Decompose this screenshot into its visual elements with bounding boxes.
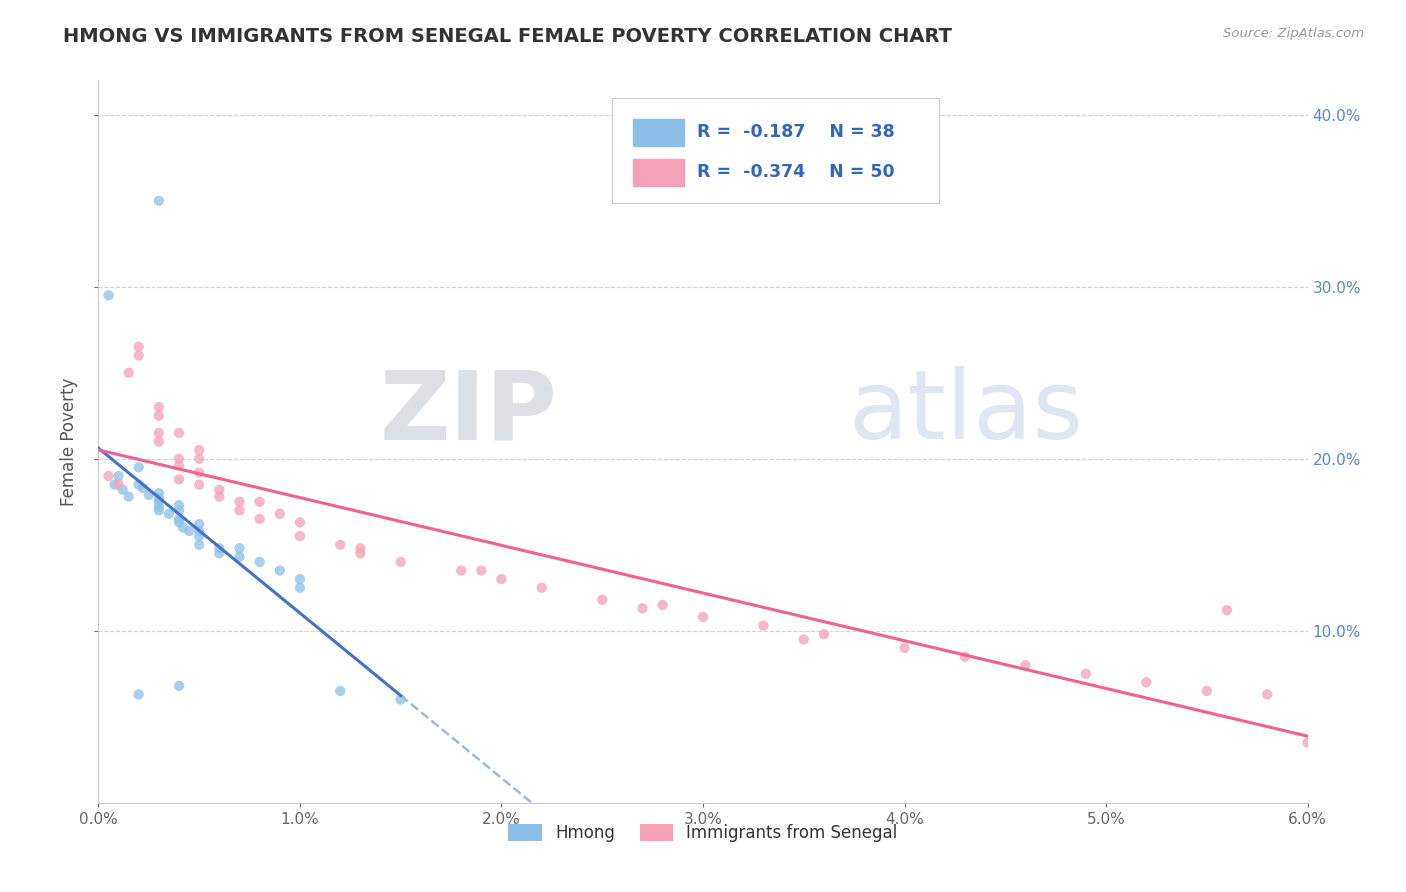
- Point: [128, 340, 150, 354]
- Point: [228, 541, 250, 556]
- Point: [148, 434, 170, 449]
- Point: [97, 469, 120, 483]
- Text: atlas: atlas: [848, 366, 1083, 459]
- Point: [228, 503, 250, 517]
- Point: [148, 400, 170, 414]
- Point: [128, 460, 150, 475]
- Point: [329, 538, 352, 552]
- Point: [389, 555, 412, 569]
- Legend: Hmong, Immigrants from Senegal: Hmong, Immigrants from Senegal: [502, 817, 904, 848]
- Point: [228, 549, 250, 564]
- Point: [128, 477, 150, 491]
- Point: [167, 516, 190, 530]
- Point: [107, 469, 129, 483]
- Point: [491, 572, 513, 586]
- Point: [288, 516, 311, 530]
- Bar: [633, 119, 683, 146]
- Text: ZIP: ZIP: [380, 366, 558, 459]
- Point: [752, 618, 775, 632]
- Point: [1074, 666, 1097, 681]
- Point: [249, 512, 271, 526]
- Point: [249, 555, 271, 569]
- Point: [1296, 735, 1319, 749]
- Point: [167, 451, 190, 466]
- Y-axis label: Female Poverty: Female Poverty: [60, 377, 79, 506]
- Point: [107, 477, 129, 491]
- Point: [269, 564, 291, 578]
- Point: [793, 632, 815, 647]
- Point: [349, 541, 371, 556]
- Point: [228, 494, 250, 508]
- Point: [1195, 684, 1218, 698]
- Point: [188, 529, 211, 543]
- Point: [692, 610, 714, 624]
- Point: [591, 592, 613, 607]
- Point: [329, 684, 352, 698]
- Point: [188, 451, 211, 466]
- Point: [148, 494, 170, 508]
- Point: [188, 466, 211, 480]
- Point: [167, 503, 190, 517]
- Point: [530, 581, 553, 595]
- FancyBboxPatch shape: [613, 98, 939, 203]
- Point: [148, 491, 170, 506]
- Bar: [633, 159, 683, 186]
- Point: [450, 564, 472, 578]
- Point: [813, 627, 835, 641]
- Point: [148, 486, 170, 500]
- Point: [349, 546, 371, 560]
- Point: [138, 488, 160, 502]
- Point: [893, 640, 915, 655]
- Point: [148, 409, 170, 423]
- Text: Source: ZipAtlas.com: Source: ZipAtlas.com: [1223, 27, 1364, 40]
- Point: [97, 288, 120, 302]
- Point: [188, 517, 211, 532]
- Point: [128, 687, 150, 701]
- Point: [208, 546, 231, 560]
- Point: [208, 483, 231, 497]
- Point: [288, 581, 311, 595]
- Point: [167, 498, 190, 512]
- Point: [208, 541, 231, 556]
- Point: [118, 366, 141, 380]
- Point: [1216, 603, 1239, 617]
- Point: [132, 481, 155, 495]
- Point: [288, 572, 311, 586]
- Point: [179, 524, 201, 538]
- Point: [148, 194, 170, 208]
- Point: [167, 679, 190, 693]
- Point: [389, 692, 412, 706]
- Point: [188, 538, 211, 552]
- Point: [249, 494, 271, 508]
- Point: [1014, 658, 1036, 673]
- Point: [167, 458, 190, 473]
- Point: [128, 349, 150, 363]
- Point: [953, 649, 976, 664]
- Point: [111, 483, 134, 497]
- Point: [470, 564, 492, 578]
- Point: [118, 490, 141, 504]
- Point: [631, 601, 654, 615]
- Point: [269, 507, 291, 521]
- Point: [148, 500, 170, 514]
- Point: [172, 520, 194, 534]
- Point: [103, 477, 125, 491]
- Point: [167, 512, 190, 526]
- Point: [288, 529, 311, 543]
- Point: [157, 507, 180, 521]
- Point: [1135, 675, 1157, 690]
- Point: [188, 477, 211, 491]
- Text: HMONG VS IMMIGRANTS FROM SENEGAL FEMALE POVERTY CORRELATION CHART: HMONG VS IMMIGRANTS FROM SENEGAL FEMALE …: [63, 27, 952, 45]
- Text: R =  -0.374    N = 50: R = -0.374 N = 50: [697, 163, 894, 181]
- Point: [188, 524, 211, 538]
- Point: [167, 472, 190, 486]
- Point: [651, 598, 673, 612]
- Point: [167, 425, 190, 440]
- Point: [148, 503, 170, 517]
- Point: [188, 443, 211, 458]
- Text: R =  -0.187    N = 38: R = -0.187 N = 38: [697, 123, 894, 142]
- Point: [1256, 687, 1278, 701]
- Point: [148, 425, 170, 440]
- Point: [208, 490, 231, 504]
